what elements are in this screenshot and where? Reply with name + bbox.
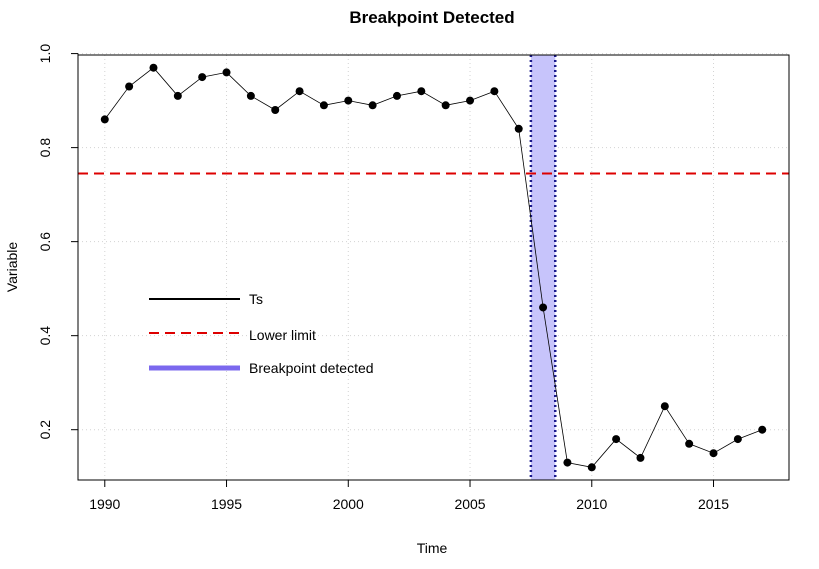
y-tick-label: 0.2 [37,420,53,440]
data-point [563,458,572,467]
x-tick-label: 2005 [454,496,485,512]
data-point [733,435,742,444]
breakpoint-band [530,55,556,480]
data-point [636,453,645,462]
y-tick-label: 1.0 [37,44,53,64]
y-tick-label: 0.4 [37,326,53,346]
data-point [246,91,255,100]
data-point [149,63,158,72]
data-point [612,435,621,444]
data-point [758,425,767,434]
breakpoint-band-layer [529,55,557,480]
x-tick-label: 2015 [698,496,729,512]
data-point [344,96,353,105]
chart-title: Breakpoint Detected [349,8,514,27]
x-tick-label: 1995 [211,496,242,512]
data-point [125,82,134,91]
series-layer [100,63,767,472]
y-axis-label: Variable [4,242,20,293]
legend-label-ts: Ts [249,291,263,307]
data-point [271,106,280,115]
x-tick-label: 1990 [89,496,120,512]
data-point [709,449,718,458]
data-point [660,402,669,411]
data-point [173,91,182,100]
legend: Ts Lower limit Breakpoint detected [149,291,374,376]
series-line-ts [104,67,763,468]
data-point [417,87,426,96]
x-axis: 1990 1995 2000 2005 2010 2015 [89,479,729,512]
data-point [392,91,401,100]
y-tick-label: 0.6 [37,232,53,252]
data-point [441,101,450,110]
data-point [490,87,499,96]
data-point [514,124,523,133]
data-point [539,303,548,312]
legend-label-breakpoint: Breakpoint detected [249,360,374,376]
x-tick-label: 2010 [576,496,607,512]
data-point [466,96,475,105]
data-point [222,68,231,77]
data-point [198,73,207,82]
data-point [319,101,328,110]
data-point [295,87,304,96]
y-axis: 0.2 0.4 0.6 0.8 1.0 [37,44,79,440]
data-point [587,463,596,472]
data-point [685,439,694,448]
data-point [100,115,109,124]
x-axis-label: Time [417,540,448,556]
legend-label-lower-limit: Lower limit [249,327,316,343]
x-tick-label: 2000 [333,496,364,512]
y-tick-label: 0.8 [37,138,53,158]
data-point [368,101,377,110]
grid [78,53,789,480]
